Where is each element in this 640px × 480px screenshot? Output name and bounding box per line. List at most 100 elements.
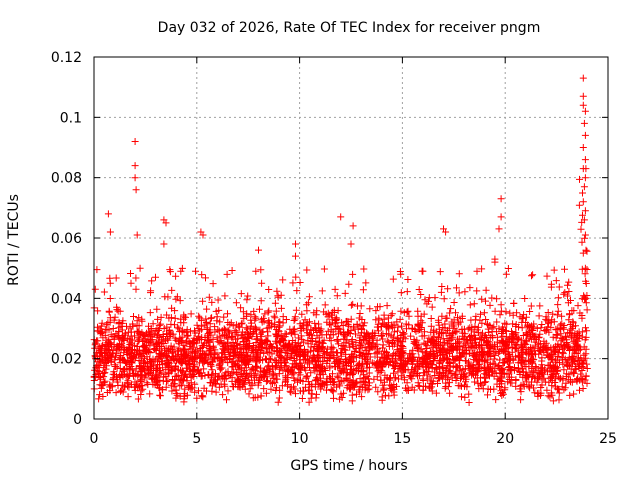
data-point <box>304 358 312 366</box>
data-point <box>96 381 104 389</box>
data-point <box>529 327 537 334</box>
data-point <box>242 374 250 382</box>
data-point <box>312 337 320 345</box>
data-point <box>198 333 206 341</box>
data-point <box>289 279 297 287</box>
data-point <box>549 372 557 380</box>
data-point <box>257 347 265 354</box>
data-point <box>369 339 377 347</box>
data-point <box>312 361 320 369</box>
data-point <box>436 268 444 276</box>
data-point <box>379 319 387 327</box>
data-point <box>160 351 168 359</box>
data-point <box>361 374 369 382</box>
data-point <box>267 378 275 386</box>
y-tick-label: 0.12 <box>51 50 82 66</box>
data-point <box>166 333 174 340</box>
data-point <box>481 373 489 381</box>
data-point <box>388 321 396 329</box>
data-point <box>327 377 335 385</box>
data-point <box>307 369 315 377</box>
data-point <box>318 287 326 295</box>
data-point <box>124 328 132 336</box>
data-point <box>252 314 260 322</box>
data-point <box>224 387 232 395</box>
data-point <box>461 393 469 401</box>
data-point <box>285 343 293 351</box>
data-point <box>224 334 232 342</box>
data-point <box>562 333 570 341</box>
data-point <box>323 331 330 339</box>
data-point <box>382 348 390 356</box>
data-point <box>233 339 241 347</box>
data-point <box>268 371 276 379</box>
data-point <box>358 393 366 401</box>
data-point <box>114 378 122 386</box>
data-point <box>364 386 372 394</box>
data-point <box>109 325 117 332</box>
data-point <box>311 358 319 366</box>
data-point <box>294 375 302 383</box>
data-point <box>145 328 153 336</box>
data-point <box>136 264 144 272</box>
data-point <box>134 334 142 342</box>
data-point <box>265 344 273 352</box>
data-point <box>195 359 203 367</box>
data-point <box>549 362 557 370</box>
data-point <box>425 294 433 302</box>
chart-title: Day 032 of 2026, Rate Of TEC Index for r… <box>158 20 541 36</box>
data-point <box>207 374 215 382</box>
data-point <box>414 322 422 330</box>
data-point <box>534 392 542 400</box>
data-point <box>105 347 113 355</box>
data-point <box>351 325 359 333</box>
data-point <box>178 367 186 375</box>
y-tick-label: 0 <box>73 412 82 428</box>
data-point <box>429 357 437 364</box>
data-point <box>499 389 506 396</box>
data-point <box>235 383 243 391</box>
data-point <box>102 365 110 373</box>
data-point <box>561 289 569 297</box>
data-point <box>412 341 420 348</box>
data-point <box>574 357 582 365</box>
data-point <box>197 347 205 355</box>
data-point <box>177 358 185 366</box>
data-point <box>96 391 104 399</box>
data-point <box>246 339 254 347</box>
data-point <box>465 344 473 352</box>
data-point <box>264 332 272 340</box>
data-point <box>214 296 222 304</box>
data-point <box>550 348 558 356</box>
data-point <box>563 343 571 350</box>
data-point <box>326 362 334 370</box>
data-point <box>494 375 502 383</box>
data-point <box>337 213 345 221</box>
data-point <box>581 156 589 164</box>
data-point <box>224 310 231 318</box>
data-point <box>188 372 196 380</box>
data-point <box>480 357 488 365</box>
data-point <box>388 310 396 318</box>
data-point <box>492 396 500 404</box>
data-point <box>518 350 526 358</box>
data-point <box>133 321 141 329</box>
data-point <box>119 388 127 396</box>
data-point <box>212 307 220 315</box>
data-point <box>174 347 182 355</box>
data-point <box>334 337 342 345</box>
data-point <box>271 299 279 307</box>
data-point <box>531 389 539 397</box>
data-point <box>195 312 203 320</box>
data-point <box>240 314 248 322</box>
data-point <box>482 297 489 305</box>
data-point <box>397 307 405 315</box>
data-point <box>343 369 351 377</box>
data-point <box>505 376 513 383</box>
data-point <box>407 332 415 340</box>
data-point <box>356 310 364 317</box>
data-point <box>465 390 473 398</box>
data-point <box>135 314 143 322</box>
data-point <box>555 283 563 291</box>
data-point <box>258 343 266 351</box>
